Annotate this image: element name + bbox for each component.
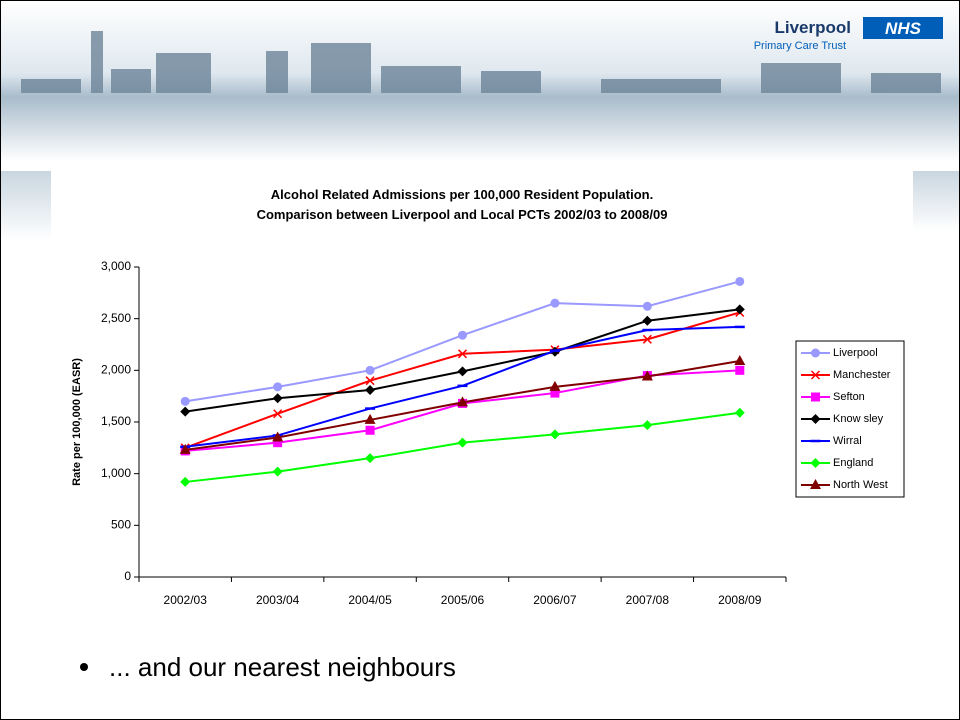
- chart-title: Comparison between Liverpool and Local P…: [257, 207, 668, 222]
- chart-title: Alcohol Related Admissions per 100,000 R…: [271, 187, 653, 202]
- x-tick-label: 2006/07: [533, 593, 577, 607]
- y-tick-label: 2,500: [101, 311, 131, 325]
- marker: [643, 302, 652, 311]
- marker: [365, 385, 375, 395]
- legend-label: Wirral: [833, 435, 862, 447]
- marker: [273, 393, 283, 403]
- marker: [734, 355, 745, 365]
- marker: [735, 366, 744, 375]
- marker: [366, 366, 375, 375]
- line: [185, 281, 740, 401]
- marker: [811, 349, 820, 358]
- marker: [273, 382, 282, 391]
- marker: [642, 420, 652, 430]
- marker: [735, 277, 744, 286]
- y-tick-label: 0: [124, 569, 131, 583]
- marker: [273, 467, 283, 477]
- y-tick-label: 2,000: [101, 363, 131, 377]
- x-tick-label: 2007/08: [626, 593, 670, 607]
- marker: [550, 299, 559, 308]
- x-tick-label: 2005/06: [441, 593, 485, 607]
- legend-label: Sefton: [833, 391, 865, 403]
- y-axis-title: Rate per 100,000 (EASR): [71, 358, 83, 486]
- legend-label: Manchester: [833, 369, 891, 381]
- y-tick-label: 1,000: [101, 466, 131, 480]
- y-tick-label: 1,500: [101, 414, 131, 428]
- slide: Liverpool NHS Primary Care Trust ... and…: [0, 0, 960, 720]
- x-tick-label: 2008/09: [718, 593, 762, 607]
- marker: [180, 477, 190, 487]
- marker: [642, 316, 652, 326]
- legend-label: North West: [833, 479, 888, 491]
- legend-label: England: [833, 457, 873, 469]
- series: [180, 408, 745, 487]
- marker: [180, 407, 190, 417]
- series: [180, 327, 745, 447]
- marker: [811, 393, 820, 402]
- marker: [181, 397, 190, 406]
- marker: [550, 429, 560, 439]
- marker: [365, 453, 375, 463]
- legend-label: Know sley: [833, 413, 884, 425]
- marker: [366, 426, 375, 435]
- y-tick-label: 500: [111, 518, 131, 532]
- chart: Alcohol Related Admissions per 100,000 R…: [1, 1, 959, 719]
- legend-label: Liverpool: [833, 347, 878, 359]
- marker: [458, 331, 467, 340]
- marker: [735, 408, 745, 418]
- x-tick-label: 2002/03: [164, 593, 208, 607]
- marker: [458, 438, 468, 448]
- line: [185, 309, 740, 411]
- x-tick-label: 2003/04: [256, 593, 300, 607]
- y-tick-label: 3,000: [101, 259, 131, 273]
- x-tick-label: 2004/05: [348, 593, 392, 607]
- marker: [458, 366, 468, 376]
